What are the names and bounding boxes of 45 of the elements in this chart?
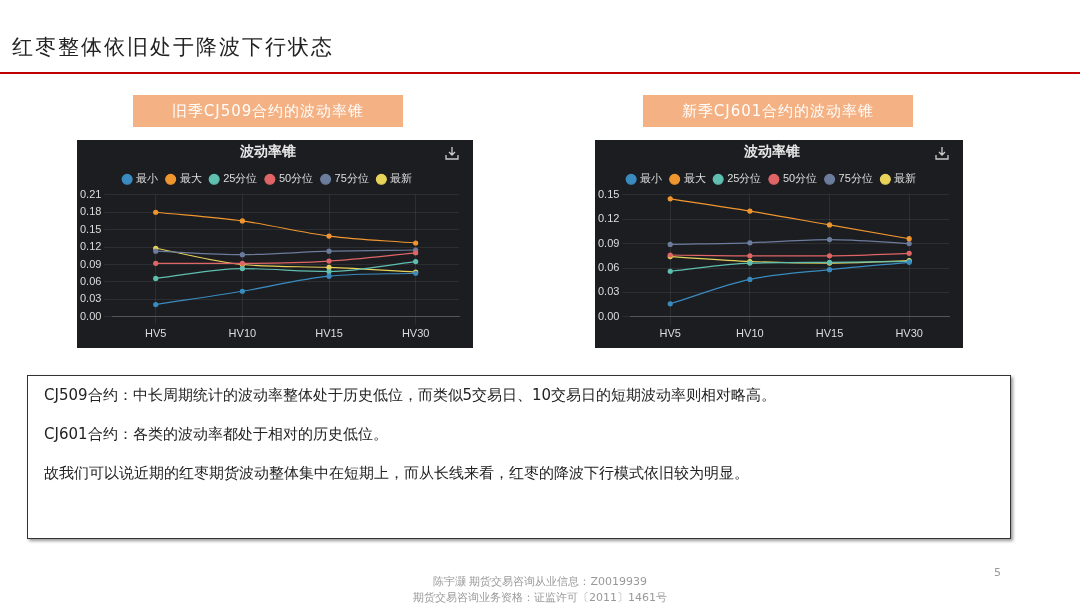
text: 期货交易咨询业务资格：证监许可〔2011〕1461号: [412, 590, 668, 606]
chart-title: 波动率锥: [239, 143, 296, 160]
y-tick-label: 0.21: [79, 187, 102, 200]
legend-label: 最新: [894, 172, 917, 185]
x-tick-label: HV30: [895, 327, 923, 340]
x-tick-label: HV5: [659, 327, 681, 340]
x-tick-label: HV15: [315, 327, 343, 340]
legend-label: 50分位: [782, 172, 818, 185]
text: 陈宇灏 期货交易咨询从业信息：Z0019939: [432, 574, 648, 590]
y-tick-label: 0.12: [79, 240, 102, 253]
text: 5: [994, 566, 1001, 579]
y-tick-label: 0.09: [79, 257, 102, 270]
legend-label: 75分位: [334, 172, 369, 185]
legend-label: 25分位: [223, 172, 258, 185]
legend-label: 最小: [640, 172, 663, 185]
x-tick-label: HV30: [401, 327, 430, 340]
y-tick-label: 0.06: [597, 261, 620, 274]
x-tick-label: HV5: [145, 327, 167, 340]
legend-label: 最小: [136, 172, 159, 185]
y-tick-label: 0.00: [79, 309, 102, 322]
y-tick-label: 0.00: [597, 309, 620, 322]
y-tick-label: 0.06: [79, 274, 102, 287]
chart-subtitle: 新季CJ601合约的波动率锥: [643, 95, 913, 127]
y-tick-label: 0.09: [597, 236, 620, 249]
y-tick-label: 0.03: [597, 285, 620, 298]
text: CJ509合约：中长周期统计的波动率整体处于历史低位，而类似5交易日、10交易日的短期波动率则相对略高。: [44, 385, 778, 406]
chart-title: 波动率锥: [743, 143, 800, 160]
legend-label: 最新: [390, 172, 413, 185]
text: 红枣整体依旧处于降波下行状态: [12, 34, 334, 61]
legend-label: 最大: [179, 172, 202, 185]
text: CJ601合约：各类的波动率都处于相对的历史低位。: [44, 424, 389, 445]
legend-label: 最大: [683, 172, 706, 185]
y-tick-label: 0.15: [79, 222, 102, 235]
y-tick-label: 0.03: [79, 292, 102, 305]
legend-label: 25分位: [727, 172, 762, 185]
x-tick-label: HV10: [736, 327, 764, 340]
y-tick-label: 0.12: [597, 212, 620, 225]
y-tick-label: 0.15: [597, 187, 620, 200]
y-tick-label: 0.18: [79, 205, 102, 218]
legend-label: 50分位: [278, 172, 314, 185]
x-tick-label: HV15: [815, 327, 844, 340]
chart-subtitle: 旧季CJ509合约的波动率锥: [133, 95, 403, 127]
text: 故我们可以说近期的红枣期货波动整体集中在短期上，而从长线来看，红枣的降波下行模式依旧较为明显。: [44, 463, 750, 484]
x-tick-label: HV10: [228, 327, 257, 340]
legend-label: 75分位: [838, 172, 873, 185]
